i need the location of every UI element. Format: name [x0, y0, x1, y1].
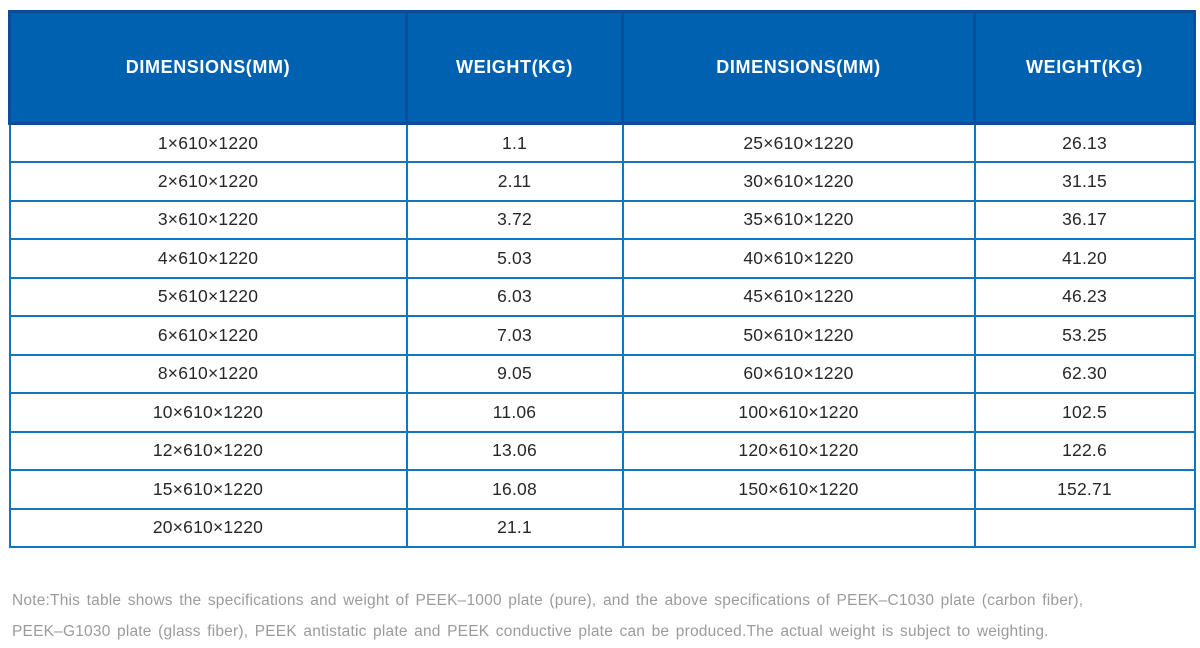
weight-cell: 53.25	[973, 315, 1196, 356]
weight-cell: 7.03	[405, 315, 624, 356]
footnote: Note:This table shows the specifications…	[12, 585, 1112, 647]
table-row: 15×610×1220 16.08 150×610×1220 152.71	[8, 469, 1196, 510]
weight-cell: 3.72	[405, 199, 624, 240]
weight-cell: 11.06	[405, 392, 624, 433]
table-row: 5×610×1220 6.03 45×610×1220 46.23	[8, 276, 1196, 317]
table-row: 20×610×1220 21.1	[8, 507, 1196, 548]
header-row: DIMENSIONS(MM) WEIGHT(KG) DIMENSIONS(MM)…	[8, 10, 1196, 125]
weight-cell: 31.15	[973, 161, 1196, 202]
weight-cell: 46.23	[973, 276, 1196, 317]
table-row: 8×610×1220 9.05 60×610×1220 62.30	[8, 353, 1196, 394]
dimensions-cell: 45×610×1220	[621, 276, 976, 317]
weight-cell: 2.11	[405, 161, 624, 202]
weight-cell: 36.17	[973, 199, 1196, 240]
weight-cell: 62.30	[973, 353, 1196, 394]
dimensions-cell: 12×610×1220	[8, 430, 408, 471]
table-row: 2×610×1220 2.11 30×610×1220 31.15	[8, 161, 1196, 202]
dimensions-cell: 50×610×1220	[621, 315, 976, 356]
weight-cell: 9.05	[405, 353, 624, 394]
dimensions-cell: 1×610×1220	[8, 122, 408, 163]
table-row: 6×610×1220 7.03 50×610×1220 53.25	[8, 315, 1196, 356]
weight-cell: 21.1	[405, 507, 624, 548]
weight-cell: 16.08	[405, 469, 624, 510]
weight-cell: 102.5	[973, 392, 1196, 433]
table-row: 1×610×1220 1.1 25×610×1220 26.13	[8, 122, 1196, 163]
weight-cell: 5.03	[405, 238, 624, 279]
table-row: 3×610×1220 3.72 35×610×1220 36.17	[8, 199, 1196, 240]
weight-cell: 122.6	[973, 430, 1196, 471]
weight-cell	[973, 507, 1196, 548]
dimensions-cell: 3×610×1220	[8, 199, 408, 240]
dimensions-cell: 150×610×1220	[621, 469, 976, 510]
weight-cell: 152.71	[973, 469, 1196, 510]
dimensions-cell: 2×610×1220	[8, 161, 408, 202]
dimensions-cell: 100×610×1220	[621, 392, 976, 433]
dimensions-cell: 120×610×1220	[621, 430, 976, 471]
header-weight-right: WEIGHT(KG)	[973, 10, 1196, 125]
weight-cell: 13.06	[405, 430, 624, 471]
peek-plate-spec-table: DIMENSIONS(MM) WEIGHT(KG) DIMENSIONS(MM)…	[8, 10, 1196, 548]
weight-cell: 1.1	[405, 122, 624, 163]
dimensions-cell: 30×610×1220	[621, 161, 976, 202]
dimensions-cell: 15×610×1220	[8, 469, 408, 510]
dimensions-cell: 35×610×1220	[621, 199, 976, 240]
dimensions-cell: 25×610×1220	[621, 122, 976, 163]
weight-cell: 26.13	[973, 122, 1196, 163]
footnote-line-1: Note:This table shows the specifications…	[12, 592, 1084, 609]
table-row: 4×610×1220 5.03 40×610×1220 41.20	[8, 238, 1196, 279]
header-dimensions-left: DIMENSIONS(MM)	[8, 10, 408, 125]
dimensions-cell: 60×610×1220	[621, 353, 976, 394]
table-header: DIMENSIONS(MM) WEIGHT(KG) DIMENSIONS(MM)…	[8, 10, 1196, 125]
dimensions-cell: 10×610×1220	[8, 392, 408, 433]
dimensions-cell: 40×610×1220	[621, 238, 976, 279]
dimensions-cell: 6×610×1220	[8, 315, 408, 356]
dimensions-cell: 8×610×1220	[8, 353, 408, 394]
table-row: 12×610×1220 13.06 120×610×1220 122.6	[8, 430, 1196, 471]
dimensions-cell: 5×610×1220	[8, 276, 408, 317]
header-dimensions-right: DIMENSIONS(MM)	[621, 10, 976, 125]
footnote-line-2: PEEK–G1030 plate (glass fiber), PEEK ant…	[12, 623, 1049, 640]
dimensions-cell: 20×610×1220	[8, 507, 408, 548]
table-row: 10×610×1220 11.06 100×610×1220 102.5	[8, 392, 1196, 433]
weight-cell: 6.03	[405, 276, 624, 317]
table-body: 1×610×1220 1.1 25×610×1220 26.13 2×610×1220 2…	[8, 122, 1196, 548]
weight-cell: 41.20	[973, 238, 1196, 279]
dimensions-cell: 4×610×1220	[8, 238, 408, 279]
header-weight-left: WEIGHT(KG)	[405, 10, 624, 125]
dimensions-cell	[621, 507, 976, 548]
